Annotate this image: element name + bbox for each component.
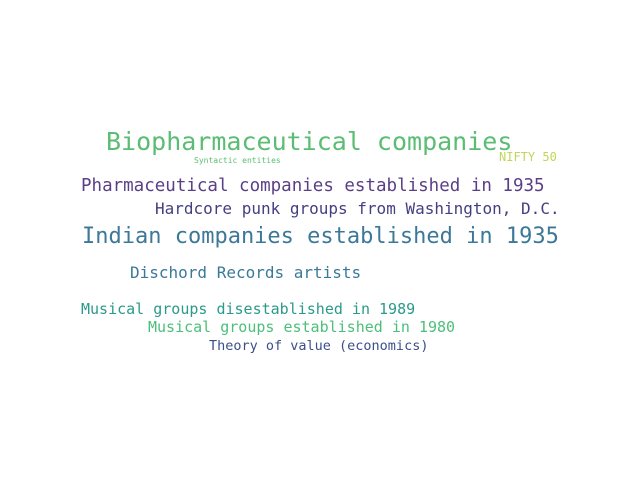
word-theory-of-value: Theory of value (economics) — [209, 338, 429, 354]
word-indian-companies-1935: Indian companies established in 1935 — [82, 224, 559, 249]
word-syntactic-entities: Syntactic entities — [194, 156, 281, 165]
word-nifty-50: NIFTY 50 — [499, 150, 557, 164]
word-pharmaceutical-companies-1935: Pharmaceutical companies established in … — [81, 176, 545, 196]
word-musical-groups-established-1980: Musical groups established in 1980 — [148, 318, 456, 336]
word-dischord-records-artists: Dischord Records artists — [130, 263, 362, 282]
word-musical-groups-disestablished-1989: Musical groups disestablished in 1989 — [81, 300, 416, 318]
word-hardcore-punk-groups: Hardcore punk groups from Washington, D.… — [155, 199, 560, 218]
word-biopharmaceutical-companies: Biopharmaceutical companies — [106, 127, 513, 156]
